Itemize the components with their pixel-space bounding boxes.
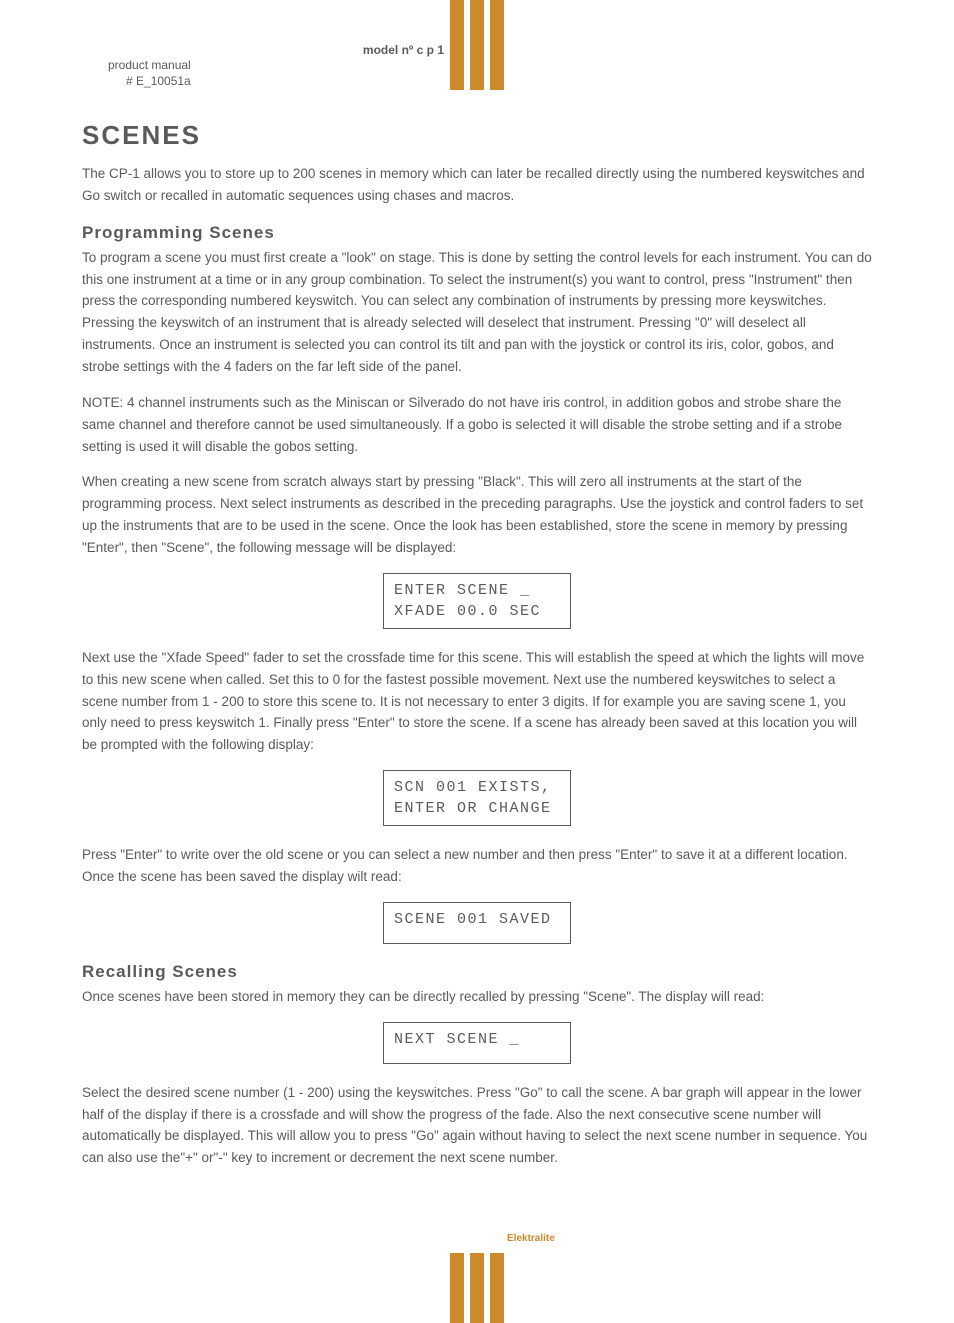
header-accent-bars [450, 0, 504, 90]
accent-bar [450, 0, 464, 90]
programming-p4: Next use the "Xfade Speed" fader to set … [82, 647, 872, 756]
lcd-line: XFADE 00.0 SEC [394, 601, 560, 622]
programming-heading: Programming Scenes [82, 223, 872, 243]
recalling-p1: Once scenes have been stored in memory t… [82, 986, 872, 1008]
lcd-line: SCN 001 EXISTS, [394, 777, 560, 798]
programming-p5: Press "Enter" to write over the old scen… [82, 844, 872, 888]
lcd-line: ENTER OR CHANGE [394, 798, 560, 819]
accent-bar [450, 1253, 464, 1323]
recalling-heading: Recalling Scenes [82, 962, 872, 982]
programming-p1: To program a scene you must first create… [82, 247, 872, 378]
page-footer: Elektralite [0, 1233, 954, 1323]
lcd-display-scene-saved: SCENE 001 SAVED [383, 902, 571, 944]
accent-bar [470, 0, 484, 90]
programming-p2: NOTE: 4 channel instruments such as the … [82, 392, 872, 458]
lcd-display-enter-scene: ENTER SCENE _ XFADE 00.0 SEC [383, 573, 571, 629]
lcd-line: SCENE 001 SAVED [394, 909, 560, 930]
accent-bar [470, 1253, 484, 1323]
lcd-line: NEXT SCENE _ [394, 1029, 560, 1050]
accent-bar [490, 0, 504, 90]
accent-bar [490, 1253, 504, 1323]
recalling-p2: Select the desired scene number (1 - 200… [82, 1082, 872, 1169]
section-title: SCENES [82, 120, 872, 151]
footer-accent-bars [450, 1253, 504, 1323]
lcd-display-scene-exists: SCN 001 EXISTS, ENTER OR CHANGE [383, 770, 571, 826]
model-label: model nº c p 1 [363, 43, 444, 57]
page-content: SCENES The CP-1 allows you to store up t… [0, 0, 954, 1223]
lcd-line: ENTER SCENE _ [394, 580, 560, 601]
section-intro: The CP-1 allows you to store up to 200 s… [82, 163, 872, 207]
programming-p3: When creating a new scene from scratch a… [82, 471, 872, 558]
doc-id-block: product manual # E_10051a [108, 58, 191, 89]
doc-number: # E_10051a [108, 74, 191, 90]
lcd-display-next-scene: NEXT SCENE _ [383, 1022, 571, 1064]
product-manual-label: product manual [108, 58, 191, 74]
